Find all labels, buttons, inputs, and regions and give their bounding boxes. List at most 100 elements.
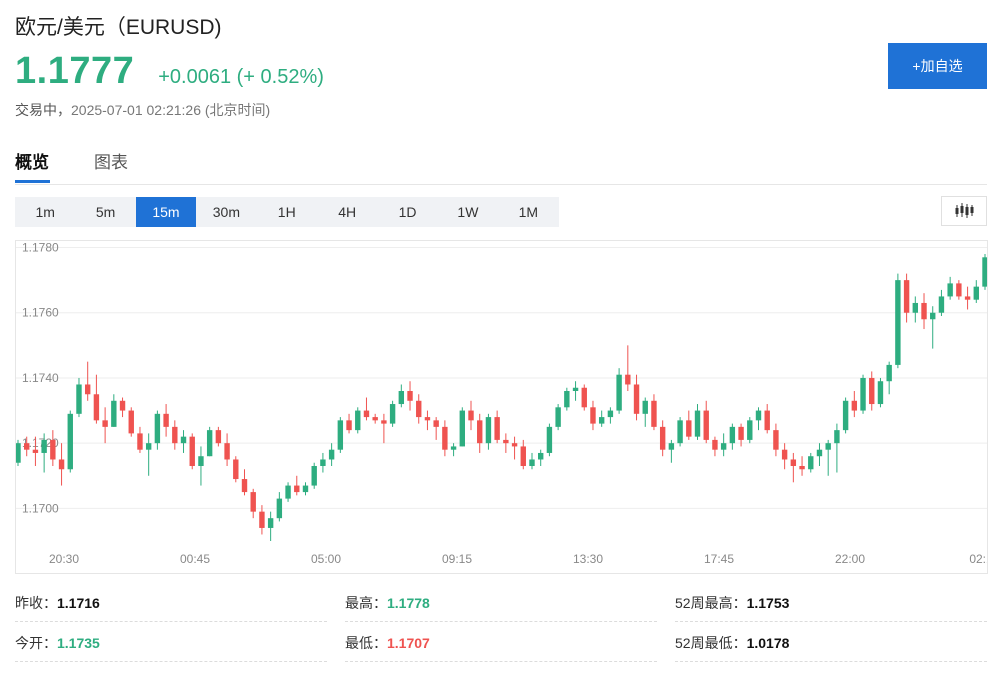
candle-body <box>67 413 73 470</box>
period-4h[interactable]: 4H <box>338 204 357 220</box>
add-to-watchlist-button[interactable]: +加自选 <box>888 43 987 89</box>
current-price: 1.1777 <box>15 50 135 92</box>
stat-label: 今开： <box>15 635 57 651</box>
stat-value: 1.1735 <box>57 635 100 651</box>
candle-body <box>572 387 579 391</box>
candle-body <box>372 417 378 421</box>
candle-body <box>311 466 317 486</box>
stat-high: 最高：1.1778 <box>345 581 657 622</box>
x-tick-label: 02:1 <box>969 552 987 566</box>
candle-body <box>895 280 901 365</box>
candle-body <box>76 384 82 414</box>
candle-body <box>886 364 892 382</box>
x-tick-label: 22:00 <box>835 552 865 566</box>
period-5m[interactable]: 5m <box>95 204 116 220</box>
candle-body <box>729 426 736 444</box>
stat-value: 1.1753 <box>746 595 790 611</box>
candle-body <box>328 449 335 460</box>
candle-body <box>477 420 483 444</box>
candle-body <box>930 312 936 320</box>
stat-label: 最低： <box>345 635 387 651</box>
candle-body <box>119 400 126 411</box>
candle-body <box>163 413 169 427</box>
candle-body <box>956 283 962 297</box>
candle-body <box>102 420 108 427</box>
stat-value: 1.0178 <box>746 635 790 651</box>
page-title: 欧元/美元（EURUSD) <box>15 16 222 39</box>
period-1d[interactable]: 1D <box>398 204 417 220</box>
candle-body <box>50 439 56 460</box>
tab-overview[interactable]: 概览 <box>15 153 49 172</box>
candle-body <box>903 280 910 313</box>
chart-type-button[interactable] <box>941 196 987 226</box>
period-1m[interactable]: 1m <box>35 204 55 220</box>
candle-body <box>250 492 256 512</box>
candle-body <box>598 417 605 424</box>
y-tick-label: 1.1780 <box>22 241 59 255</box>
candle-body <box>703 410 709 440</box>
candle-body <box>538 452 544 460</box>
candle-body <box>145 443 152 450</box>
period-1h[interactable]: 1H <box>277 204 296 220</box>
y-tick-label: 1.1700 <box>22 501 59 515</box>
stat-label: 最高： <box>345 595 387 611</box>
candle-body <box>337 420 344 450</box>
candle-body <box>790 459 797 466</box>
candle-body <box>206 430 213 457</box>
candle-body <box>294 485 300 493</box>
candle-body <box>851 400 858 411</box>
candle-body <box>363 410 370 418</box>
candle-body <box>485 417 492 444</box>
price-chart[interactable]: 1.1700 1.1720 1.1740 1.1760 1.1780 20:30 00:45… <box>15 240 988 574</box>
candle-body <box>694 410 701 437</box>
candle-body <box>32 449 39 453</box>
candle-body <box>24 443 30 450</box>
candle-body <box>712 439 718 450</box>
candle-body <box>529 459 535 466</box>
tab-bar: 概览 图表 <box>15 140 987 185</box>
candle-body <box>494 417 500 440</box>
candle-body <box>842 400 849 431</box>
x-tick-label: 00:45 <box>180 552 210 566</box>
price-row: 1.1777 +0.0061 (+ 0.52%) <box>15 50 324 93</box>
candle-body <box>128 410 134 434</box>
candle-body <box>433 420 439 427</box>
candle-body <box>503 439 509 444</box>
stat-low: 最低：1.1707 <box>345 621 657 662</box>
stat-value: 1.1778 <box>387 595 430 611</box>
candle-body <box>747 420 753 440</box>
period-30m[interactable]: 30m <box>212 204 240 220</box>
stat-value: 1.1707 <box>387 635 430 651</box>
candle-body <box>416 400 422 418</box>
x-tick-label: 09:15 <box>442 552 472 566</box>
candle-body <box>686 420 692 437</box>
candle-body <box>773 430 779 450</box>
candle-body <box>642 400 648 414</box>
candle-body <box>111 400 117 427</box>
candle-body <box>564 391 570 408</box>
stat-open: 今开：1.1735 <box>15 621 327 662</box>
period-1w[interactable]: 1W <box>457 204 479 220</box>
candle-body <box>224 443 230 460</box>
candle-body <box>511 443 518 447</box>
candle-body <box>41 439 47 453</box>
candle-body <box>834 430 840 444</box>
candle-body <box>677 420 683 444</box>
stat-value: 1.1716 <box>57 595 100 611</box>
candle-body <box>276 498 283 519</box>
candle-body <box>590 407 596 424</box>
x-tick-label: 20:30 <box>49 552 79 566</box>
candle-body <box>346 420 352 431</box>
x-tick-label: 05:00 <box>311 552 341 566</box>
tab-charts[interactable]: 图表 <box>94 153 128 172</box>
candle-body <box>546 426 553 453</box>
y-tick-label: 1.1760 <box>22 306 59 320</box>
candle-body <box>259 511 265 528</box>
period-1mo[interactable]: 1M <box>518 204 539 220</box>
candle-body <box>799 466 805 470</box>
period-15m[interactable]: 15m <box>135 197 197 227</box>
candle-body <box>659 426 666 450</box>
candle-body <box>973 286 979 300</box>
candle-body <box>555 407 561 427</box>
x-tick-label: 17:45 <box>704 552 734 566</box>
